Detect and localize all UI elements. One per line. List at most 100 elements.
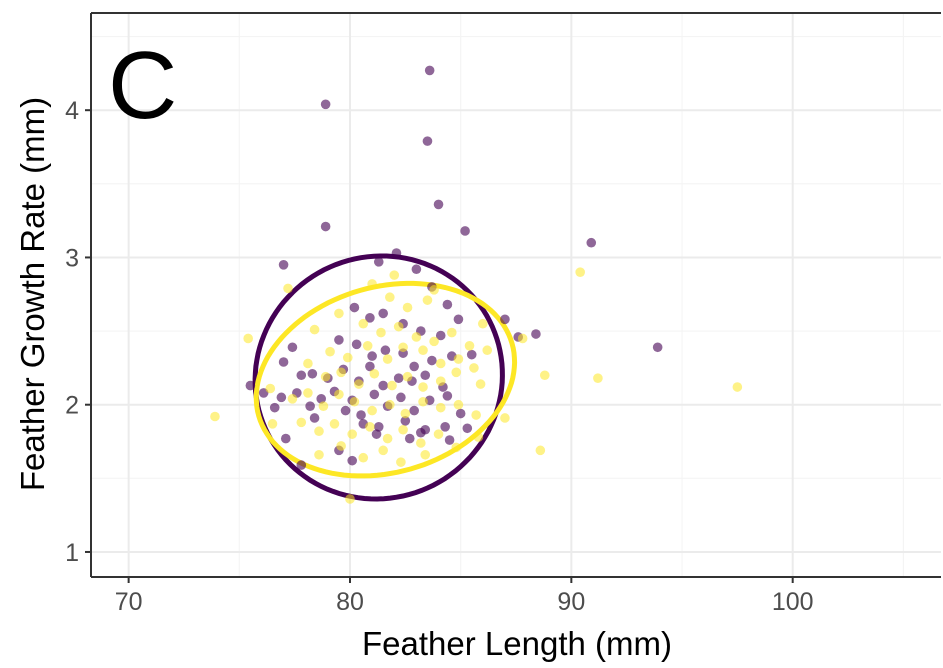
data-point xyxy=(276,392,287,403)
data-point xyxy=(418,345,428,356)
data-point xyxy=(404,433,415,444)
data-point xyxy=(409,405,419,416)
data-point xyxy=(278,357,289,367)
data-point xyxy=(451,442,462,453)
data-point xyxy=(535,445,546,456)
data-point xyxy=(460,226,470,236)
data-point xyxy=(376,327,386,338)
data-point xyxy=(382,433,393,444)
data-point xyxy=(416,427,426,438)
data-point xyxy=(433,429,444,439)
data-point xyxy=(369,368,380,379)
data-point xyxy=(593,373,603,384)
data-point xyxy=(444,435,455,445)
data-point xyxy=(402,371,413,382)
data-point xyxy=(351,339,362,350)
data-point xyxy=(464,341,475,351)
data-point xyxy=(440,421,450,432)
data-point xyxy=(334,308,344,319)
data-point xyxy=(329,419,340,429)
data-point xyxy=(356,410,366,420)
data-point xyxy=(429,285,439,295)
data-point xyxy=(309,324,320,335)
data-point xyxy=(265,383,276,394)
y-ticks: 1 2 3 4 xyxy=(65,97,91,567)
data-point xyxy=(325,346,335,357)
data-point xyxy=(473,432,484,442)
data-point xyxy=(433,199,444,210)
data-point xyxy=(369,389,380,400)
data-point xyxy=(367,351,377,361)
data-point xyxy=(365,313,375,323)
data-point xyxy=(373,421,384,432)
data-point xyxy=(477,318,488,329)
data-point xyxy=(442,391,453,401)
data-point xyxy=(420,370,431,381)
data-point xyxy=(371,429,382,439)
data-point xyxy=(435,358,446,369)
data-point xyxy=(396,392,406,403)
data-point xyxy=(393,373,404,384)
data-point xyxy=(354,379,364,389)
data-point xyxy=(517,333,528,344)
data-point xyxy=(243,333,253,344)
data-point xyxy=(340,405,351,416)
data-point xyxy=(393,321,404,332)
data-point xyxy=(409,361,419,372)
x-tick-label: 100 xyxy=(772,588,814,616)
data-point xyxy=(451,367,462,378)
data-point xyxy=(418,396,428,407)
data-point xyxy=(732,382,743,392)
data-point xyxy=(269,402,280,413)
data-point xyxy=(347,429,357,439)
data-point xyxy=(345,494,355,504)
data-point xyxy=(453,314,464,325)
data-point xyxy=(471,410,481,420)
data-point xyxy=(398,424,408,435)
data-point xyxy=(347,455,357,466)
data-point xyxy=(429,336,439,347)
data-point xyxy=(342,352,353,363)
confidence-ellipses xyxy=(252,253,518,502)
data-point xyxy=(334,389,344,400)
data-point xyxy=(455,408,466,419)
data-point xyxy=(210,411,220,422)
data-point xyxy=(382,354,393,364)
data-point xyxy=(303,358,313,369)
data-point xyxy=(500,413,510,423)
data-point xyxy=(475,379,486,389)
data-point xyxy=(420,449,431,460)
data-point xyxy=(245,380,256,391)
data-point xyxy=(411,264,422,275)
x-ticks: 70 80 90 100 xyxy=(115,577,814,616)
data-point xyxy=(652,342,663,353)
data-point xyxy=(318,401,329,411)
y-axis-title: Feather Growth Rate (mm) xyxy=(14,97,51,491)
data-point xyxy=(358,452,369,463)
data-point xyxy=(453,354,464,364)
data-point xyxy=(378,445,388,456)
data-point xyxy=(442,299,453,310)
data-point xyxy=(283,283,293,294)
data-point xyxy=(385,399,395,410)
data-point xyxy=(314,449,324,460)
data-point xyxy=(296,370,307,381)
data-point xyxy=(307,368,318,379)
data-point xyxy=(402,302,413,313)
data-point xyxy=(316,394,327,404)
data-point xyxy=(466,349,477,360)
data-point xyxy=(424,65,435,76)
data-point xyxy=(320,371,331,382)
data-point xyxy=(586,237,597,248)
data-point xyxy=(367,279,377,289)
data-point xyxy=(422,295,433,305)
data-point xyxy=(400,416,411,426)
y-tick-label: 1 xyxy=(65,539,79,567)
data-point xyxy=(575,267,585,277)
data-point xyxy=(296,460,307,470)
data-point xyxy=(539,370,550,381)
data-point xyxy=(296,417,307,428)
data-point xyxy=(418,382,428,392)
